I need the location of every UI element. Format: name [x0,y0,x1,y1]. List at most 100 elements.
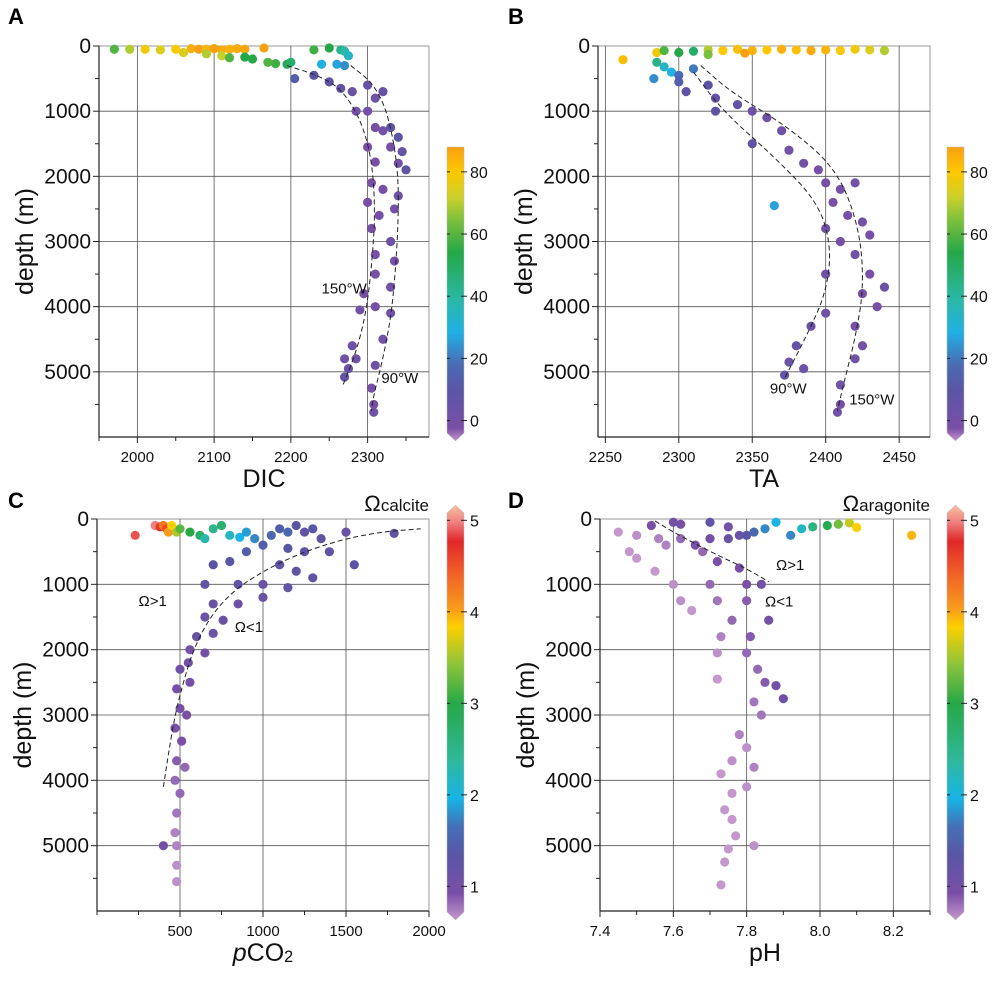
data-point [175,703,185,714]
data-point [712,674,722,684]
data-point [745,632,755,642]
data-point [879,45,890,56]
data-point [240,52,250,62]
panel-d: D 0 1000 2000 3000 4000 5000 7.4 7.6 7.8 8.0 8.2 dep… [508,488,979,967]
data-point [186,44,196,54]
data-point [710,106,721,116]
data-point [747,106,757,116]
annotation: Ω>1 [776,557,804,574]
data-point [290,73,300,84]
y-tick-label: 2000 [42,639,89,662]
data-point [343,51,354,61]
data-point [275,560,285,570]
colorbar-tick-label: 60 [970,227,988,244]
data-point [646,520,656,531]
data-point [832,407,843,417]
data-point [879,282,890,292]
data-point [178,47,189,58]
text-part: aragonite [859,496,930,515]
data-point [850,354,860,364]
data-point [857,289,868,299]
data-point [172,841,182,851]
y-tick-label: 4000 [44,296,91,319]
data-point [125,44,135,54]
data-point [784,145,794,155]
scatter-points [130,520,399,887]
data-point [613,527,623,537]
y-tick-label: 3000 [543,231,590,254]
data-point [324,77,334,87]
y-tick-label: 0 [580,508,592,531]
data-point [835,399,845,410]
colorbar-tick-label: 4 [470,605,479,622]
colorbar-tick-label: 5 [970,513,979,530]
data-point [370,122,380,133]
data-point [200,579,210,589]
data-point [347,341,357,351]
data-point [850,44,860,54]
y-tick-label: 0 [79,35,91,58]
data-point [835,45,845,56]
colorbar-gradient [446,146,465,442]
colorbar-tick-label: 1 [470,879,479,896]
data-point [806,45,816,56]
colorbar-title: Ωaragonite [843,491,930,516]
x-tick-label: 7.8 [736,923,757,940]
data-point [857,217,868,227]
data-point [676,534,686,544]
data-point [347,87,357,97]
x-tick-label: 8.0 [810,923,831,940]
colorbar-tick-label: 4 [970,605,979,622]
data-point [732,100,743,110]
text-part: pH [749,939,781,967]
data-point [177,736,187,746]
data-point [703,80,713,90]
data-point [821,308,831,318]
data-point [240,44,250,54]
text-part: p [232,939,247,967]
data-point [370,157,380,167]
data-point [158,841,168,851]
data-point [720,805,730,815]
data-point [270,58,281,69]
data-point [233,599,243,609]
data-point [185,527,195,537]
data-point [872,302,882,312]
data-point [661,540,671,550]
data-point [668,517,678,527]
colorbar-tick-label: 2 [470,788,479,805]
x-tick-label: 2000 [412,923,445,940]
data-point [208,524,218,534]
data-point [821,223,831,234]
text-part: <1 [776,594,793,611]
data-point [258,540,268,550]
colorbar-gradient [946,146,965,442]
colorbar-tick-label: 40 [970,289,988,306]
colorbar-tick-label: 5 [470,513,479,530]
data-point [742,596,752,606]
panel-letter: A [8,4,24,29]
data-point [393,158,403,168]
colorbar-tick-label: 60 [470,227,488,244]
data-point [771,681,781,691]
data-point [130,530,140,540]
data-point [731,831,741,841]
data-point [734,530,744,540]
data-point [632,553,642,563]
data-point [723,844,733,854]
x-axis-label: pCO2 [232,939,293,967]
colorbar-tick-label: 2 [970,788,979,805]
data-point [742,782,752,792]
dashed-profile-curve [350,65,399,412]
data-point [363,80,373,90]
colorbar-gradient [446,504,465,921]
data-point [786,530,796,540]
data-point [235,532,245,542]
data-point [397,146,407,157]
y-tick-label: 5000 [44,361,91,384]
data-point [791,45,801,55]
panel-letter: B [508,4,524,29]
data-point [747,139,757,149]
data-point [821,45,831,55]
scatter-points [109,43,411,417]
